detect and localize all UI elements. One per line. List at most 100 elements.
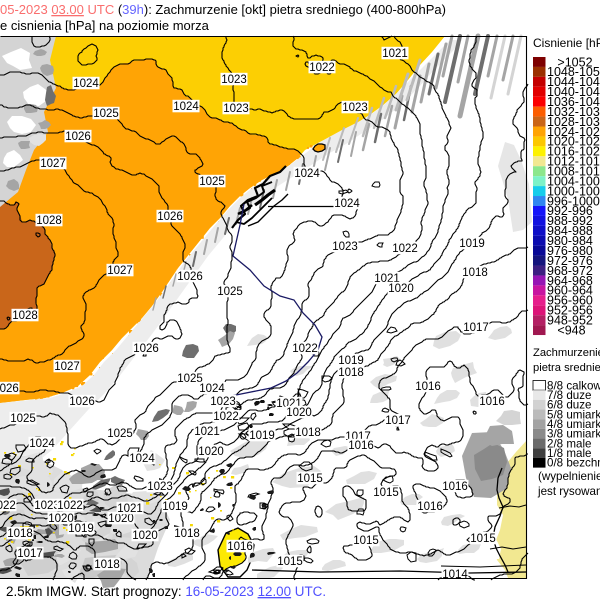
svg-text:3/8 umiarko: 3/8 umiarko bbox=[547, 428, 600, 441]
svg-text:1021: 1021 bbox=[194, 426, 220, 438]
svg-text:984-988: 984-988 bbox=[547, 224, 593, 238]
svg-text:968-972: 968-972 bbox=[547, 264, 593, 278]
svg-text:1040-1044: 1040-1044 bbox=[547, 85, 600, 99]
svg-text:996-1000: 996-1000 bbox=[547, 194, 600, 208]
svg-text:1020: 1020 bbox=[388, 283, 414, 295]
svg-text:1024: 1024 bbox=[129, 453, 155, 465]
svg-text:1025: 1025 bbox=[107, 428, 133, 440]
svg-text:1024: 1024 bbox=[294, 168, 320, 180]
svg-text:1026: 1026 bbox=[69, 396, 95, 408]
svg-text:1018: 1018 bbox=[94, 559, 120, 571]
svg-text:1018: 1018 bbox=[7, 528, 33, 540]
svg-text:1023: 1023 bbox=[223, 103, 249, 115]
svg-text:pietra srednie: pietra srednie bbox=[533, 362, 600, 374]
svg-text:1024: 1024 bbox=[173, 101, 199, 113]
svg-text:1017: 1017 bbox=[17, 548, 43, 560]
svg-text:1025: 1025 bbox=[93, 108, 119, 120]
svg-text:1012-1016: 1012-1016 bbox=[547, 155, 600, 169]
svg-text:1020: 1020 bbox=[48, 513, 74, 525]
svg-text:1016: 1016 bbox=[479, 396, 505, 408]
svg-text:1017: 1017 bbox=[385, 415, 411, 427]
svg-text:1016: 1016 bbox=[417, 501, 443, 513]
svg-text:1020: 1020 bbox=[132, 530, 158, 542]
svg-text:1023: 1023 bbox=[342, 102, 368, 114]
svg-text:1028: 1028 bbox=[12, 310, 38, 322]
svg-text:1015: 1015 bbox=[297, 473, 323, 485]
svg-text:1026: 1026 bbox=[0, 383, 19, 395]
svg-text:1017: 1017 bbox=[463, 322, 489, 334]
svg-text:Cisnienie [hPa]: Cisnienie [hPa] bbox=[533, 36, 600, 50]
svg-text:1026: 1026 bbox=[177, 271, 203, 283]
svg-text:1020: 1020 bbox=[198, 446, 224, 458]
svg-text:1032-1036: 1032-1036 bbox=[547, 105, 600, 119]
svg-text:1023: 1023 bbox=[147, 481, 173, 493]
svg-text:948-952: 948-952 bbox=[547, 314, 593, 328]
svg-text:1008-1012: 1008-1012 bbox=[547, 165, 600, 179]
svg-text:<948: <948 bbox=[547, 323, 586, 337]
svg-text:1019: 1019 bbox=[249, 430, 275, 442]
svg-text:1000-1004: 1000-1004 bbox=[547, 184, 600, 198]
svg-text:1024: 1024 bbox=[73, 78, 99, 90]
svg-text:1015: 1015 bbox=[277, 556, 303, 568]
svg-text:980-984: 980-984 bbox=[547, 234, 593, 248]
svg-text:964-968: 964-968 bbox=[547, 274, 593, 288]
svg-text:1004-1008: 1004-1008 bbox=[547, 175, 600, 189]
svg-text:1024: 1024 bbox=[29, 438, 55, 450]
svg-text:1022: 1022 bbox=[0, 500, 16, 512]
svg-text:952-956: 952-956 bbox=[547, 304, 593, 318]
svg-text:1016: 1016 bbox=[415, 381, 441, 393]
svg-text:5/8 umiarko: 5/8 umiarko bbox=[547, 408, 600, 421]
svg-text:1023: 1023 bbox=[210, 396, 236, 408]
svg-text:Zachmurzenie: Zachmurzenie bbox=[533, 347, 600, 359]
svg-text:988-992: 988-992 bbox=[547, 214, 593, 228]
svg-text:1027: 1027 bbox=[40, 158, 66, 170]
svg-text:1027: 1027 bbox=[54, 361, 80, 373]
svg-text:1015: 1015 bbox=[470, 533, 496, 545]
svg-text:1025: 1025 bbox=[10, 413, 36, 425]
svg-text:1021: 1021 bbox=[117, 503, 143, 515]
svg-text:1036-1040: 1036-1040 bbox=[547, 95, 600, 109]
svg-text:992-996: 992-996 bbox=[547, 204, 593, 218]
svg-text:1022: 1022 bbox=[213, 411, 239, 423]
svg-text:1016-1020: 1016-1020 bbox=[547, 145, 600, 159]
svg-text:1019: 1019 bbox=[459, 238, 485, 250]
svg-text:1022: 1022 bbox=[309, 62, 335, 74]
svg-text:1019: 1019 bbox=[338, 355, 364, 367]
svg-text:6/8 duze: 6/8 duze bbox=[547, 399, 591, 412]
svg-text:1018: 1018 bbox=[338, 367, 364, 379]
svg-text:1020-1024: 1020-1024 bbox=[547, 135, 600, 149]
svg-text:05-2023 03.00 UTC (39h): Zachm: 05-2023 03.00 UTC (39h): Zachmurzenie [o… bbox=[0, 2, 446, 17]
svg-text:e cisnienia [hPa] na poziomie: e cisnienia [hPa] na poziomie morza bbox=[0, 18, 210, 33]
svg-text:1025: 1025 bbox=[177, 373, 203, 385]
svg-text:1022: 1022 bbox=[292, 343, 318, 355]
svg-text:1028-1032: 1028-1032 bbox=[547, 115, 600, 129]
svg-text:>1052: >1052 bbox=[547, 55, 593, 69]
svg-text:956-960: 956-960 bbox=[547, 294, 593, 308]
svg-text:976-980: 976-980 bbox=[547, 244, 593, 258]
svg-text:1020: 1020 bbox=[108, 513, 134, 525]
svg-text:1019: 1019 bbox=[162, 501, 188, 513]
svg-text:1044-1048: 1044-1048 bbox=[547, 75, 600, 89]
svg-text:1026: 1026 bbox=[133, 343, 159, 355]
svg-text:1018: 1018 bbox=[295, 427, 321, 439]
svg-text:1019: 1019 bbox=[68, 523, 94, 535]
svg-text:1023: 1023 bbox=[332, 241, 358, 253]
svg-text:1022: 1022 bbox=[57, 500, 83, 512]
svg-text:1014: 1014 bbox=[442, 569, 468, 581]
svg-text:1025: 1025 bbox=[217, 286, 243, 298]
svg-text:1016: 1016 bbox=[348, 440, 374, 452]
svg-text:0/8 bezchmu: 0/8 bezchmu bbox=[547, 457, 600, 470]
svg-text:1021: 1021 bbox=[382, 48, 408, 60]
svg-text:(wypelnienie: (wypelnienie bbox=[538, 470, 600, 483]
svg-text:2.5km IMGW. Start prognozy: 16: 2.5km IMGW. Start prognozy: 16-05-2023 1… bbox=[6, 584, 326, 599]
svg-text:1/8 male: 1/8 male bbox=[547, 447, 591, 460]
svg-text:1026: 1026 bbox=[65, 131, 91, 143]
svg-text:1016: 1016 bbox=[442, 481, 468, 493]
svg-text:1024: 1024 bbox=[334, 198, 360, 210]
svg-text:1020: 1020 bbox=[286, 407, 312, 419]
svg-text:1016: 1016 bbox=[227, 541, 253, 553]
svg-text:1048-1052: 1048-1052 bbox=[547, 65, 600, 79]
svg-text:8/8 calkowite: 8/8 calkowite bbox=[547, 379, 600, 392]
svg-text:1027: 1027 bbox=[107, 265, 133, 277]
svg-text:1028: 1028 bbox=[36, 215, 62, 227]
